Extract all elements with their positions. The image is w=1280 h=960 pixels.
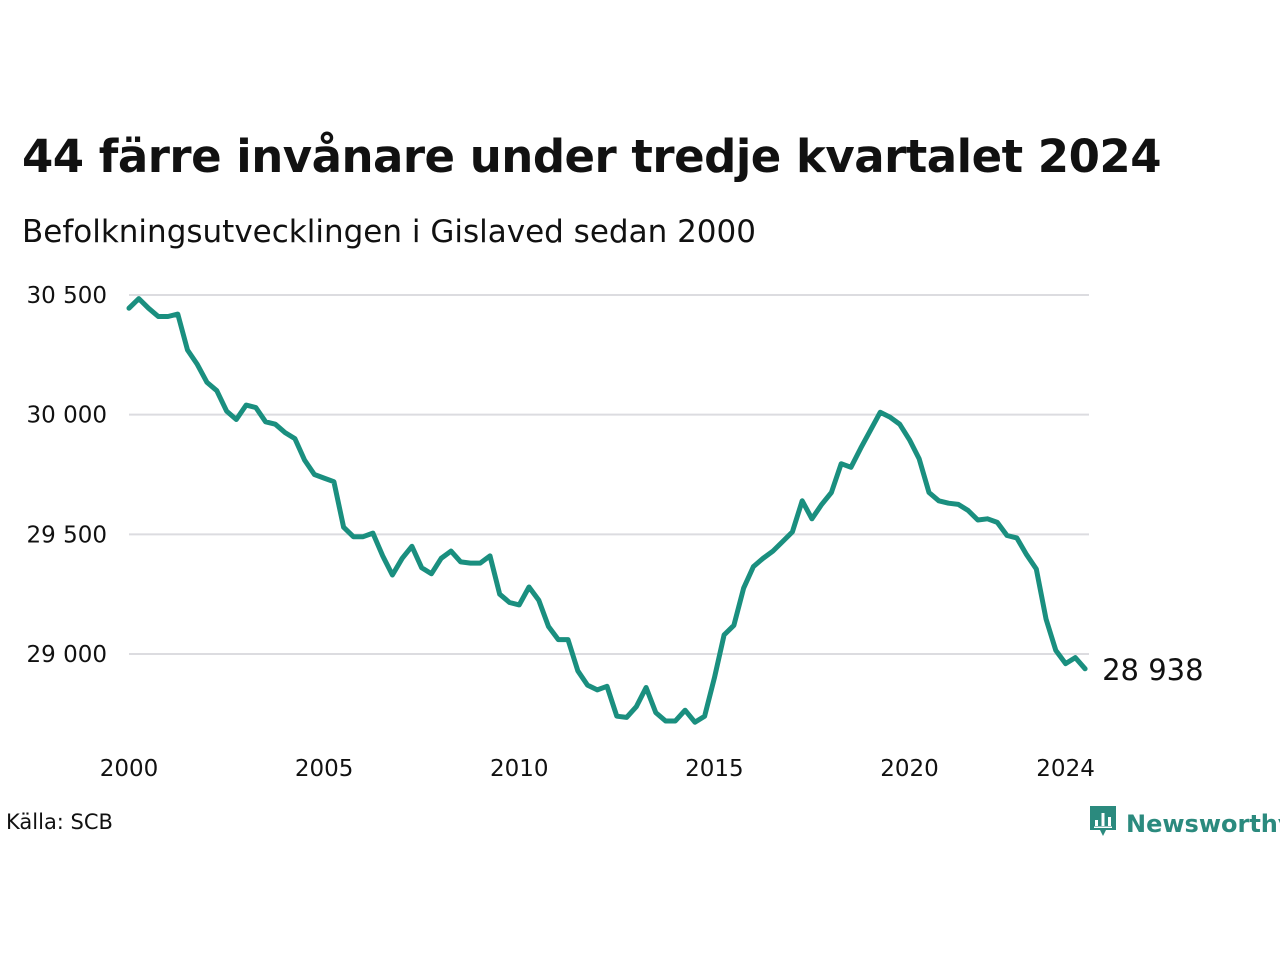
y-tick-label: 30 000: [27, 403, 107, 429]
x-tick-label: 2020: [880, 756, 939, 782]
y-tick-label: 29 500: [27, 522, 107, 548]
x-tick-label: 2005: [295, 756, 354, 782]
x-tick-label: 2000: [100, 756, 159, 782]
chart-title: 44 färre invånare under tredje kvartalet…: [22, 130, 1162, 183]
newsworthy-brand-name: Newsworthy: [1126, 809, 1280, 838]
source-note: Källa: SCB: [6, 810, 113, 834]
x-tick-label: 2015: [685, 756, 744, 782]
chart-subtitle: Befolkningsutvecklingen i Gislaved sedan…: [22, 214, 756, 250]
population-line-chart: 29 000 29 500 30 000 30 500 2000 2005 2010 2015…: [27, 283, 1204, 782]
newsworthy-logo[interactable]: Newsworthy: [1088, 804, 1280, 843]
x-tick-label: 2024: [1036, 756, 1095, 782]
x-tick-label: 2010: [490, 756, 549, 782]
newsworthy-bar-chart-icon: [1088, 804, 1118, 843]
population-series-line: [126, 296, 1088, 725]
y-tick-label: 29 000: [27, 642, 107, 668]
last-value-label: 28 938: [1102, 653, 1203, 687]
y-tick-label: 30 500: [27, 283, 107, 309]
